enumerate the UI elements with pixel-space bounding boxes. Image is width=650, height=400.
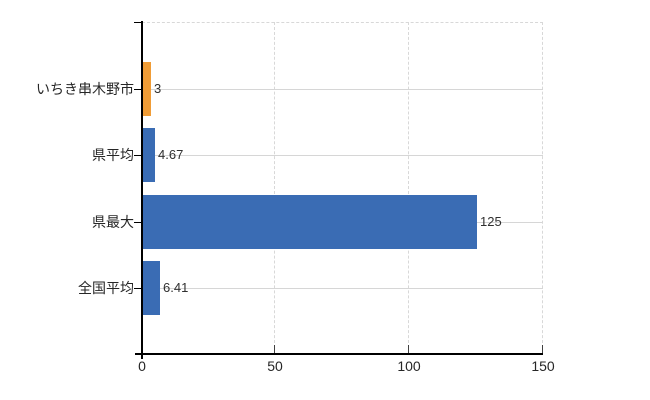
value-label: 125 [480,214,502,229]
y-axis-tick-row4 [134,288,142,289]
x-tick-label-50: 50 [267,358,283,374]
y-axis-tick-row1 [134,89,142,90]
y-axis-line [141,21,143,359]
bar-national-average [143,261,160,315]
value-label: 4.67 [158,147,184,162]
category-label-prefecture-max: 県最大 [92,214,134,230]
category-label-ichiki-kushikino: いちき串木野市 [36,81,134,97]
value-label: 6.41 [163,280,189,295]
gridline-horizontal-row1 [142,89,543,90]
gridline-vertical-100 [408,22,409,353]
gridline-horizontal-row4 [142,288,543,289]
bar-prefecture-max [143,195,477,249]
x-tick-label-150: 150 [531,358,555,374]
x-tick-label-100: 100 [397,358,421,374]
bar-prefecture-average [143,128,155,182]
x-axis-tick-100 [408,345,409,353]
value-label: 3 [154,81,162,96]
y-axis-tick-row3 [134,222,142,223]
x-axis-tick-50 [274,345,275,353]
y-axis-tick-row2 [134,155,142,156]
x-tick-label-0: 0 [138,358,146,374]
gridline-horizontal-row2 [142,155,543,156]
gridline-vertical-150 [542,22,543,353]
plot-top-border [142,22,543,23]
gridline-vertical-50 [274,22,275,353]
y-axis-tick-top [134,22,142,23]
x-axis-tick-150 [542,345,543,353]
bar-ichiki-kushikino [143,62,151,116]
category-label-national-average: 全国平均 [78,280,134,296]
category-label-prefecture-average: 県平均 [92,147,134,163]
x-axis-line [135,353,543,355]
